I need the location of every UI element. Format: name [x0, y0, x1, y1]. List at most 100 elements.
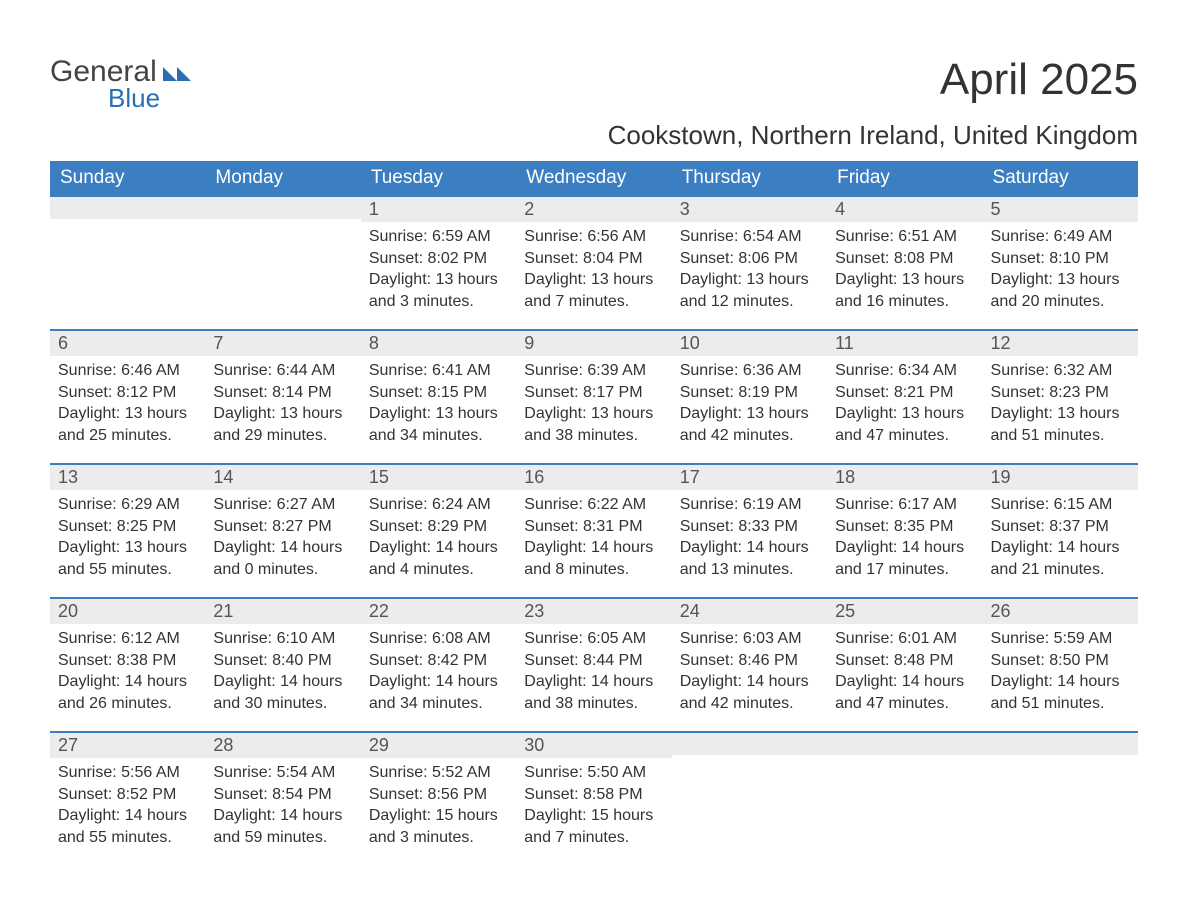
- day-line: Daylight: 13 hours and 12 minutes.: [680, 269, 819, 312]
- weekday-header: Sunday: [50, 161, 205, 195]
- day-line: Daylight: 14 hours and 8 minutes.: [524, 537, 663, 580]
- weekday-header: Tuesday: [361, 161, 516, 195]
- day-body: Sunrise: 6:01 AMSunset: 8:48 PMDaylight:…: [827, 624, 982, 724]
- day-line: Daylight: 13 hours and 47 minutes.: [835, 403, 974, 446]
- day-body: [672, 755, 827, 769]
- calendar-cell: [983, 731, 1138, 865]
- flag-icon: [163, 61, 191, 86]
- day-line: Sunset: 8:02 PM: [369, 248, 508, 270]
- day-body: Sunrise: 5:54 AMSunset: 8:54 PMDaylight:…: [205, 758, 360, 858]
- day-number: 6: [50, 329, 205, 356]
- day-line: Daylight: 13 hours and 55 minutes.: [58, 537, 197, 580]
- day-line: Sunrise: 6:46 AM: [58, 360, 197, 382]
- day-body: Sunrise: 6:56 AMSunset: 8:04 PMDaylight:…: [516, 222, 671, 322]
- day-number: [983, 731, 1138, 755]
- day-line: Daylight: 13 hours and 25 minutes.: [58, 403, 197, 446]
- calendar-cell: 22Sunrise: 6:08 AMSunset: 8:42 PMDayligh…: [361, 597, 516, 731]
- day-line: Sunset: 8:52 PM: [58, 784, 197, 806]
- calendar-cell: 5Sunrise: 6:49 AMSunset: 8:10 PMDaylight…: [983, 195, 1138, 329]
- day-number: 10: [672, 329, 827, 356]
- calendar-cell: 13Sunrise: 6:29 AMSunset: 8:25 PMDayligh…: [50, 463, 205, 597]
- calendar-cell: 9Sunrise: 6:39 AMSunset: 8:17 PMDaylight…: [516, 329, 671, 463]
- day-number: 9: [516, 329, 671, 356]
- day-line: Sunset: 8:27 PM: [213, 516, 352, 538]
- day-line: Sunset: 8:40 PM: [213, 650, 352, 672]
- day-number: 1: [361, 195, 516, 222]
- day-body: Sunrise: 6:49 AMSunset: 8:10 PMDaylight:…: [983, 222, 1138, 322]
- day-number: [672, 731, 827, 755]
- day-body: Sunrise: 6:39 AMSunset: 8:17 PMDaylight:…: [516, 356, 671, 456]
- day-number: 26: [983, 597, 1138, 624]
- calendar-cell: [205, 195, 360, 329]
- day-number: 12: [983, 329, 1138, 356]
- calendar-cell: 24Sunrise: 6:03 AMSunset: 8:46 PMDayligh…: [672, 597, 827, 731]
- calendar-cell: 20Sunrise: 6:12 AMSunset: 8:38 PMDayligh…: [50, 597, 205, 731]
- calendar-cell: [827, 731, 982, 865]
- day-line: Sunrise: 5:56 AM: [58, 762, 197, 784]
- day-line: Sunrise: 6:01 AM: [835, 628, 974, 650]
- day-line: Daylight: 13 hours and 20 minutes.: [991, 269, 1130, 312]
- day-line: Sunset: 8:48 PM: [835, 650, 974, 672]
- day-line: Daylight: 15 hours and 3 minutes.: [369, 805, 508, 848]
- day-body: Sunrise: 5:56 AMSunset: 8:52 PMDaylight:…: [50, 758, 205, 858]
- day-line: Sunrise: 5:54 AM: [213, 762, 352, 784]
- day-line: Sunrise: 6:49 AM: [991, 226, 1130, 248]
- day-number: 15: [361, 463, 516, 490]
- day-body: Sunrise: 6:08 AMSunset: 8:42 PMDaylight:…: [361, 624, 516, 724]
- day-body: Sunrise: 6:36 AMSunset: 8:19 PMDaylight:…: [672, 356, 827, 456]
- day-line: Daylight: 13 hours and 29 minutes.: [213, 403, 352, 446]
- day-body: [983, 755, 1138, 769]
- day-line: Sunrise: 6:39 AM: [524, 360, 663, 382]
- day-line: Sunset: 8:37 PM: [991, 516, 1130, 538]
- day-line: Sunset: 8:38 PM: [58, 650, 197, 672]
- day-line: Sunset: 8:15 PM: [369, 382, 508, 404]
- day-line: Daylight: 13 hours and 42 minutes.: [680, 403, 819, 446]
- day-line: Sunset: 8:17 PM: [524, 382, 663, 404]
- day-line: Daylight: 14 hours and 38 minutes.: [524, 671, 663, 714]
- day-body: Sunrise: 6:27 AMSunset: 8:27 PMDaylight:…: [205, 490, 360, 590]
- calendar-week: 1Sunrise: 6:59 AMSunset: 8:02 PMDaylight…: [50, 195, 1138, 329]
- day-line: Daylight: 14 hours and 26 minutes.: [58, 671, 197, 714]
- day-line: Sunrise: 6:10 AM: [213, 628, 352, 650]
- day-line: Sunrise: 6:05 AM: [524, 628, 663, 650]
- calendar-cell: 28Sunrise: 5:54 AMSunset: 8:54 PMDayligh…: [205, 731, 360, 865]
- day-line: Sunrise: 6:56 AM: [524, 226, 663, 248]
- day-number: 16: [516, 463, 671, 490]
- day-line: Sunset: 8:29 PM: [369, 516, 508, 538]
- day-line: Daylight: 14 hours and 13 minutes.: [680, 537, 819, 580]
- day-number: 24: [672, 597, 827, 624]
- day-number: 29: [361, 731, 516, 758]
- calendar-cell: 19Sunrise: 6:15 AMSunset: 8:37 PMDayligh…: [983, 463, 1138, 597]
- day-line: Daylight: 13 hours and 7 minutes.: [524, 269, 663, 312]
- day-number: 2: [516, 195, 671, 222]
- day-body: [50, 219, 205, 233]
- day-line: Daylight: 13 hours and 51 minutes.: [991, 403, 1130, 446]
- calendar-cell: 7Sunrise: 6:44 AMSunset: 8:14 PMDaylight…: [205, 329, 360, 463]
- day-number: 5: [983, 195, 1138, 222]
- day-line: Sunrise: 6:12 AM: [58, 628, 197, 650]
- day-line: Daylight: 14 hours and 0 minutes.: [213, 537, 352, 580]
- day-line: Daylight: 14 hours and 55 minutes.: [58, 805, 197, 848]
- day-line: Sunset: 8:12 PM: [58, 382, 197, 404]
- day-line: Sunset: 8:35 PM: [835, 516, 974, 538]
- day-body: Sunrise: 6:03 AMSunset: 8:46 PMDaylight:…: [672, 624, 827, 724]
- day-line: Daylight: 14 hours and 59 minutes.: [213, 805, 352, 848]
- day-number: 7: [205, 329, 360, 356]
- day-number: 27: [50, 731, 205, 758]
- day-body: [205, 219, 360, 233]
- day-number: 18: [827, 463, 982, 490]
- day-body: Sunrise: 6:12 AMSunset: 8:38 PMDaylight:…: [50, 624, 205, 724]
- day-number: 3: [672, 195, 827, 222]
- day-line: Daylight: 14 hours and 42 minutes.: [680, 671, 819, 714]
- calendar-cell: 2Sunrise: 6:56 AMSunset: 8:04 PMDaylight…: [516, 195, 671, 329]
- calendar-header-row: SundayMondayTuesdayWednesdayThursdayFrid…: [50, 161, 1138, 195]
- day-line: Sunrise: 6:17 AM: [835, 494, 974, 516]
- day-body: [827, 755, 982, 769]
- calendar-week: 13Sunrise: 6:29 AMSunset: 8:25 PMDayligh…: [50, 463, 1138, 597]
- day-body: Sunrise: 5:50 AMSunset: 8:58 PMDaylight:…: [516, 758, 671, 858]
- day-body: Sunrise: 6:24 AMSunset: 8:29 PMDaylight:…: [361, 490, 516, 590]
- day-line: Sunset: 8:25 PM: [58, 516, 197, 538]
- calendar-cell: 30Sunrise: 5:50 AMSunset: 8:58 PMDayligh…: [516, 731, 671, 865]
- day-body: Sunrise: 5:52 AMSunset: 8:56 PMDaylight:…: [361, 758, 516, 858]
- calendar-cell: 4Sunrise: 6:51 AMSunset: 8:08 PMDaylight…: [827, 195, 982, 329]
